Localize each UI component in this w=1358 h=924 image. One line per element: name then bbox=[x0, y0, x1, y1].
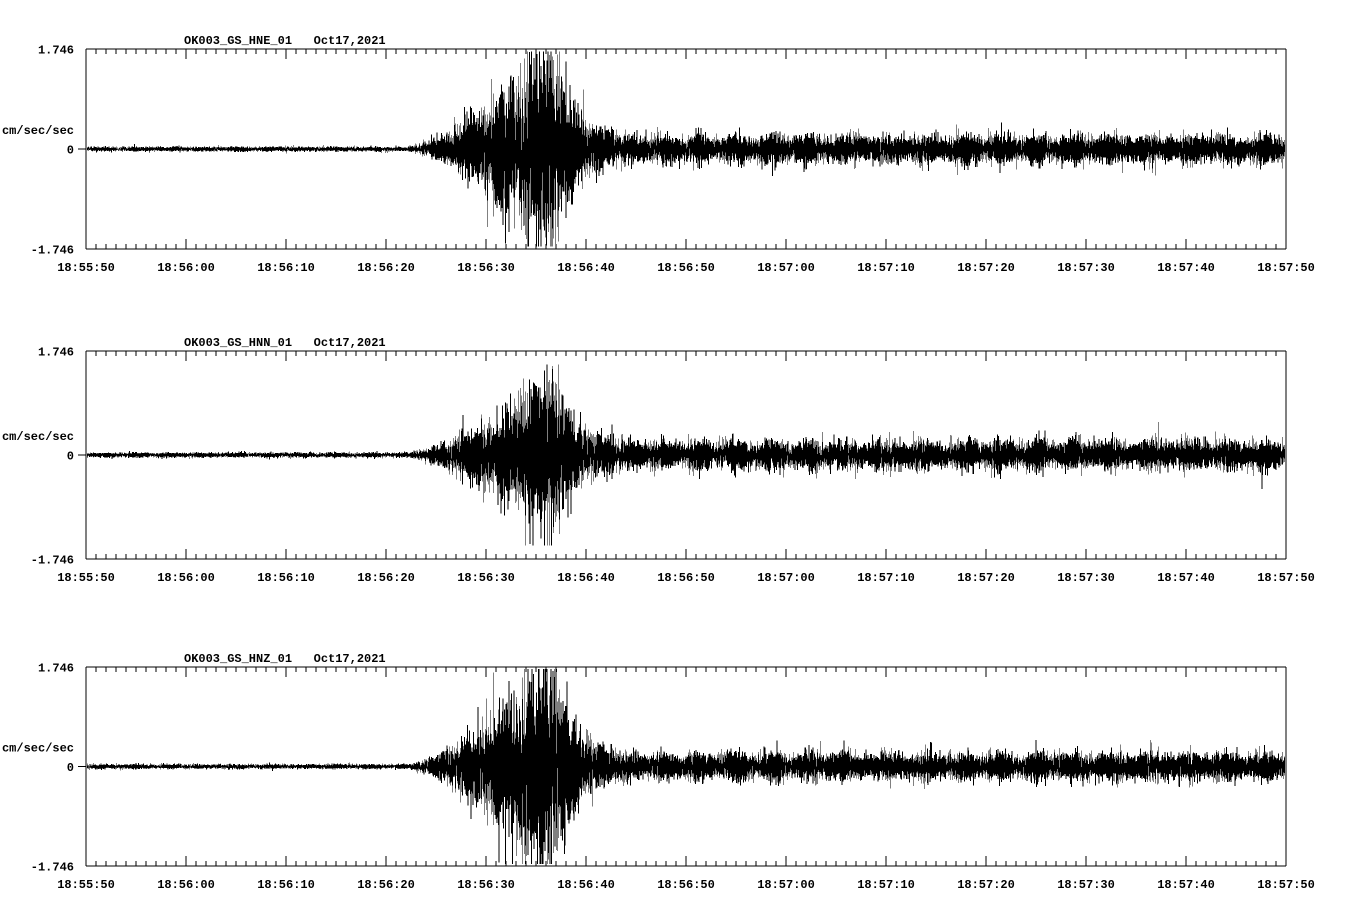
svg-text:18:57:50: 18:57:50 bbox=[1257, 878, 1315, 892]
svg-text:18:56:50: 18:56:50 bbox=[657, 571, 715, 585]
svg-text:18:56:00: 18:56:00 bbox=[157, 571, 215, 585]
svg-text:18:57:50: 18:57:50 bbox=[1257, 261, 1315, 275]
svg-text:18:57:40: 18:57:40 bbox=[1157, 571, 1215, 585]
svg-text:18:56:30: 18:56:30 bbox=[457, 261, 515, 275]
svg-text:-1.746: -1.746 bbox=[31, 554, 74, 568]
svg-text:18:57:20: 18:57:20 bbox=[957, 878, 1015, 892]
svg-text:18:57:40: 18:57:40 bbox=[1157, 261, 1215, 275]
svg-text:18:56:10: 18:56:10 bbox=[257, 261, 315, 275]
svg-text:18:56:20: 18:56:20 bbox=[357, 261, 415, 275]
svg-text:18:57:40: 18:57:40 bbox=[1157, 878, 1215, 892]
svg-text:cm/sec/sec: cm/sec/sec bbox=[2, 742, 74, 756]
svg-text:18:57:10: 18:57:10 bbox=[857, 261, 915, 275]
svg-text:18:56:00: 18:56:00 bbox=[157, 878, 215, 892]
svg-text:18:56:40: 18:56:40 bbox=[557, 261, 615, 275]
svg-text:18:57:30: 18:57:30 bbox=[1057, 571, 1115, 585]
svg-text:18:56:10: 18:56:10 bbox=[257, 878, 315, 892]
svg-text:18:57:20: 18:57:20 bbox=[957, 261, 1015, 275]
svg-text:18:55:50: 18:55:50 bbox=[57, 878, 115, 892]
svg-text:0: 0 bbox=[67, 450, 74, 464]
svg-text:OK003_GS_HNN_01 Oct17,2021: OK003_GS_HNN_01 Oct17,2021 bbox=[184, 336, 386, 350]
svg-text:18:56:20: 18:56:20 bbox=[357, 571, 415, 585]
svg-text:18:57:10: 18:57:10 bbox=[857, 878, 915, 892]
svg-text:18:55:50: 18:55:50 bbox=[57, 261, 115, 275]
svg-text:18:57:50: 18:57:50 bbox=[1257, 571, 1315, 585]
svg-text:cm/sec/sec: cm/sec/sec bbox=[2, 430, 74, 444]
svg-text:18:55:50: 18:55:50 bbox=[57, 571, 115, 585]
svg-text:-1.746: -1.746 bbox=[31, 244, 74, 258]
svg-text:0: 0 bbox=[67, 144, 74, 158]
svg-text:1.746: 1.746 bbox=[38, 662, 74, 676]
svg-text:0: 0 bbox=[67, 761, 74, 775]
svg-text:18:57:30: 18:57:30 bbox=[1057, 878, 1115, 892]
svg-text:cm/sec/sec: cm/sec/sec bbox=[2, 124, 74, 138]
svg-text:1.746: 1.746 bbox=[38, 346, 74, 360]
svg-text:18:56:50: 18:56:50 bbox=[657, 878, 715, 892]
svg-text:OK003_GS_HNZ_01 Oct17,2021: OK003_GS_HNZ_01 Oct17,2021 bbox=[184, 652, 386, 666]
svg-text:1.746: 1.746 bbox=[38, 44, 74, 58]
svg-text:18:56:40: 18:56:40 bbox=[557, 878, 615, 892]
svg-text:18:56:30: 18:56:30 bbox=[457, 571, 515, 585]
svg-text:18:56:50: 18:56:50 bbox=[657, 261, 715, 275]
svg-text:18:57:20: 18:57:20 bbox=[957, 571, 1015, 585]
svg-text:18:57:00: 18:57:00 bbox=[757, 878, 815, 892]
svg-text:-1.746: -1.746 bbox=[31, 861, 74, 875]
svg-text:18:57:10: 18:57:10 bbox=[857, 571, 915, 585]
svg-text:18:57:00: 18:57:00 bbox=[757, 261, 815, 275]
svg-text:18:56:00: 18:56:00 bbox=[157, 261, 215, 275]
svg-text:18:56:10: 18:56:10 bbox=[257, 571, 315, 585]
svg-text:OK003_GS_HNE_01 Oct17,2021: OK003_GS_HNE_01 Oct17,2021 bbox=[184, 34, 386, 48]
svg-text:18:57:30: 18:57:30 bbox=[1057, 261, 1115, 275]
svg-text:18:56:40: 18:56:40 bbox=[557, 571, 615, 585]
svg-text:18:57:00: 18:57:00 bbox=[757, 571, 815, 585]
svg-text:18:56:20: 18:56:20 bbox=[357, 878, 415, 892]
svg-text:18:56:30: 18:56:30 bbox=[457, 878, 515, 892]
